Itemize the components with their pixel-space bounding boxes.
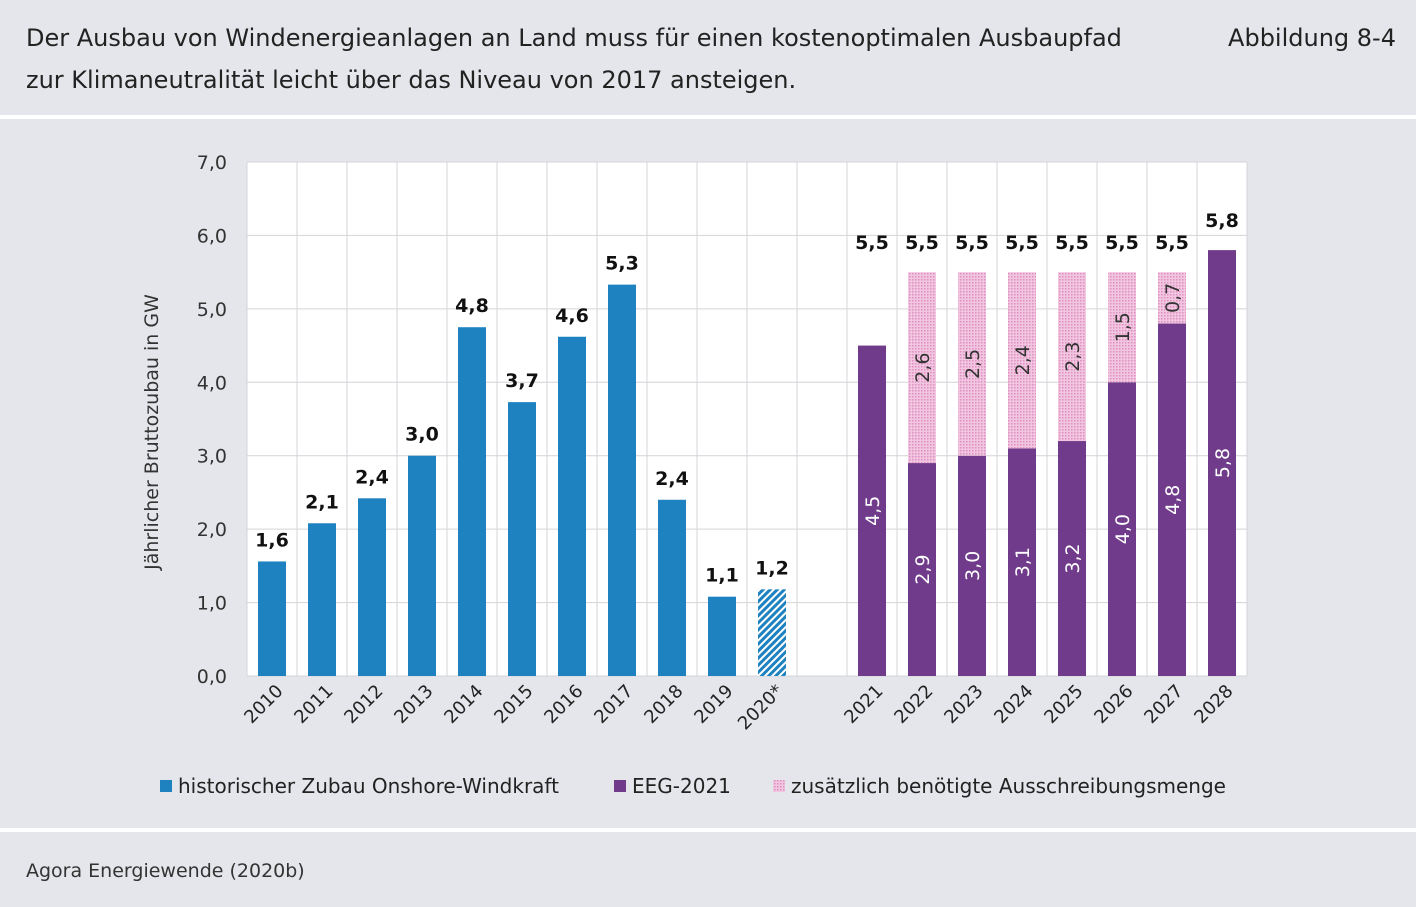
legend-marker	[160, 780, 172, 792]
total-label: 5,5	[1105, 232, 1139, 254]
value-label: 4,8	[1162, 485, 1184, 515]
bar	[858, 345, 886, 676]
title: zur Klimaneutralität leicht über das Niv…	[26, 66, 796, 94]
total-label: 5,5	[1155, 232, 1189, 254]
value-label: 0,7	[1162, 283, 1184, 313]
value-label: 4,6	[555, 305, 589, 327]
source: Agora Energiewende (2020b)	[26, 860, 305, 882]
value-label: 1,5	[1112, 312, 1134, 342]
y-axis-title: Jährlicher Bruttozubau in GW	[141, 294, 163, 571]
y-tick-label: 7,0	[197, 152, 227, 174]
value-label: 3,0	[962, 551, 984, 581]
value-label: 2,6	[912, 352, 934, 382]
bar	[1058, 441, 1086, 676]
bar	[258, 561, 286, 676]
legend-label: EEG-2021	[632, 774, 731, 798]
y-tick-label: 6,0	[197, 225, 227, 247]
legend-label: zusätzlich benötigte Ausschreibungsmenge	[791, 774, 1226, 798]
bar	[308, 523, 336, 676]
bar	[408, 455, 436, 676]
value-label: 2,5	[962, 349, 984, 379]
bar	[1158, 323, 1186, 676]
bar	[758, 589, 786, 676]
bar	[958, 455, 986, 676]
value-label: 3,0	[405, 424, 439, 446]
total-label: 5,5	[1055, 232, 1089, 254]
value-label: 4,5	[862, 496, 884, 526]
value-label: 3,7	[505, 370, 539, 392]
total-label: 5,5	[1005, 232, 1039, 254]
y-tick-label: 4,0	[197, 372, 227, 394]
legend-marker	[614, 780, 626, 792]
value-label: 4,0	[1112, 514, 1134, 544]
value-label: 2,4	[355, 466, 389, 488]
y-tick-label: 3,0	[197, 446, 227, 468]
value-label: 2,3	[1062, 341, 1084, 371]
bar	[1008, 272, 1036, 449]
total-label: 5,5	[855, 232, 889, 254]
legend-marker	[773, 780, 785, 792]
bar	[358, 498, 386, 676]
value-label: 3,1	[1012, 547, 1034, 577]
bar	[458, 327, 486, 676]
total-label: 5,5	[955, 232, 989, 254]
value-label: 5,8	[1212, 448, 1234, 478]
bar	[708, 596, 736, 676]
y-tick-label: 0,0	[197, 666, 227, 688]
bar	[1008, 448, 1036, 676]
bar	[908, 272, 936, 464]
value-label: 1,1	[705, 565, 739, 587]
total-label: 5,5	[905, 232, 939, 254]
value-label: 5,3	[605, 253, 639, 275]
bar	[508, 402, 536, 676]
value-label: 1,6	[255, 529, 289, 551]
bar	[1158, 272, 1186, 324]
bar	[1108, 382, 1136, 676]
value-label: 1,2	[755, 557, 789, 579]
bar	[608, 284, 636, 676]
value-label: 2,4	[1012, 345, 1034, 375]
separator	[0, 828, 1416, 832]
bar	[958, 272, 986, 456]
bar	[658, 499, 686, 676]
figure-number: Abbildung 8-4	[1228, 24, 1396, 52]
y-tick-label: 2,0	[197, 519, 227, 541]
total-label: 5,8	[1205, 210, 1239, 232]
value-label: 2,1	[305, 491, 339, 513]
value-label: 2,4	[655, 468, 689, 490]
bar	[908, 463, 936, 676]
bar	[558, 336, 586, 676]
value-label: 2,9	[912, 554, 934, 584]
bar	[1058, 272, 1086, 442]
value-label: 3,2	[1062, 543, 1084, 573]
y-tick-label: 1,0	[197, 593, 227, 615]
y-tick-label: 5,0	[197, 299, 227, 321]
bar	[1208, 250, 1236, 676]
value-label: 4,8	[455, 295, 489, 317]
legend-label: historischer Zubau Onshore-Windkraft	[178, 774, 559, 798]
separator	[0, 115, 1416, 119]
bar	[1108, 272, 1136, 383]
title: Der Ausbau von Windenergieanlagen an Lan…	[26, 24, 1122, 52]
